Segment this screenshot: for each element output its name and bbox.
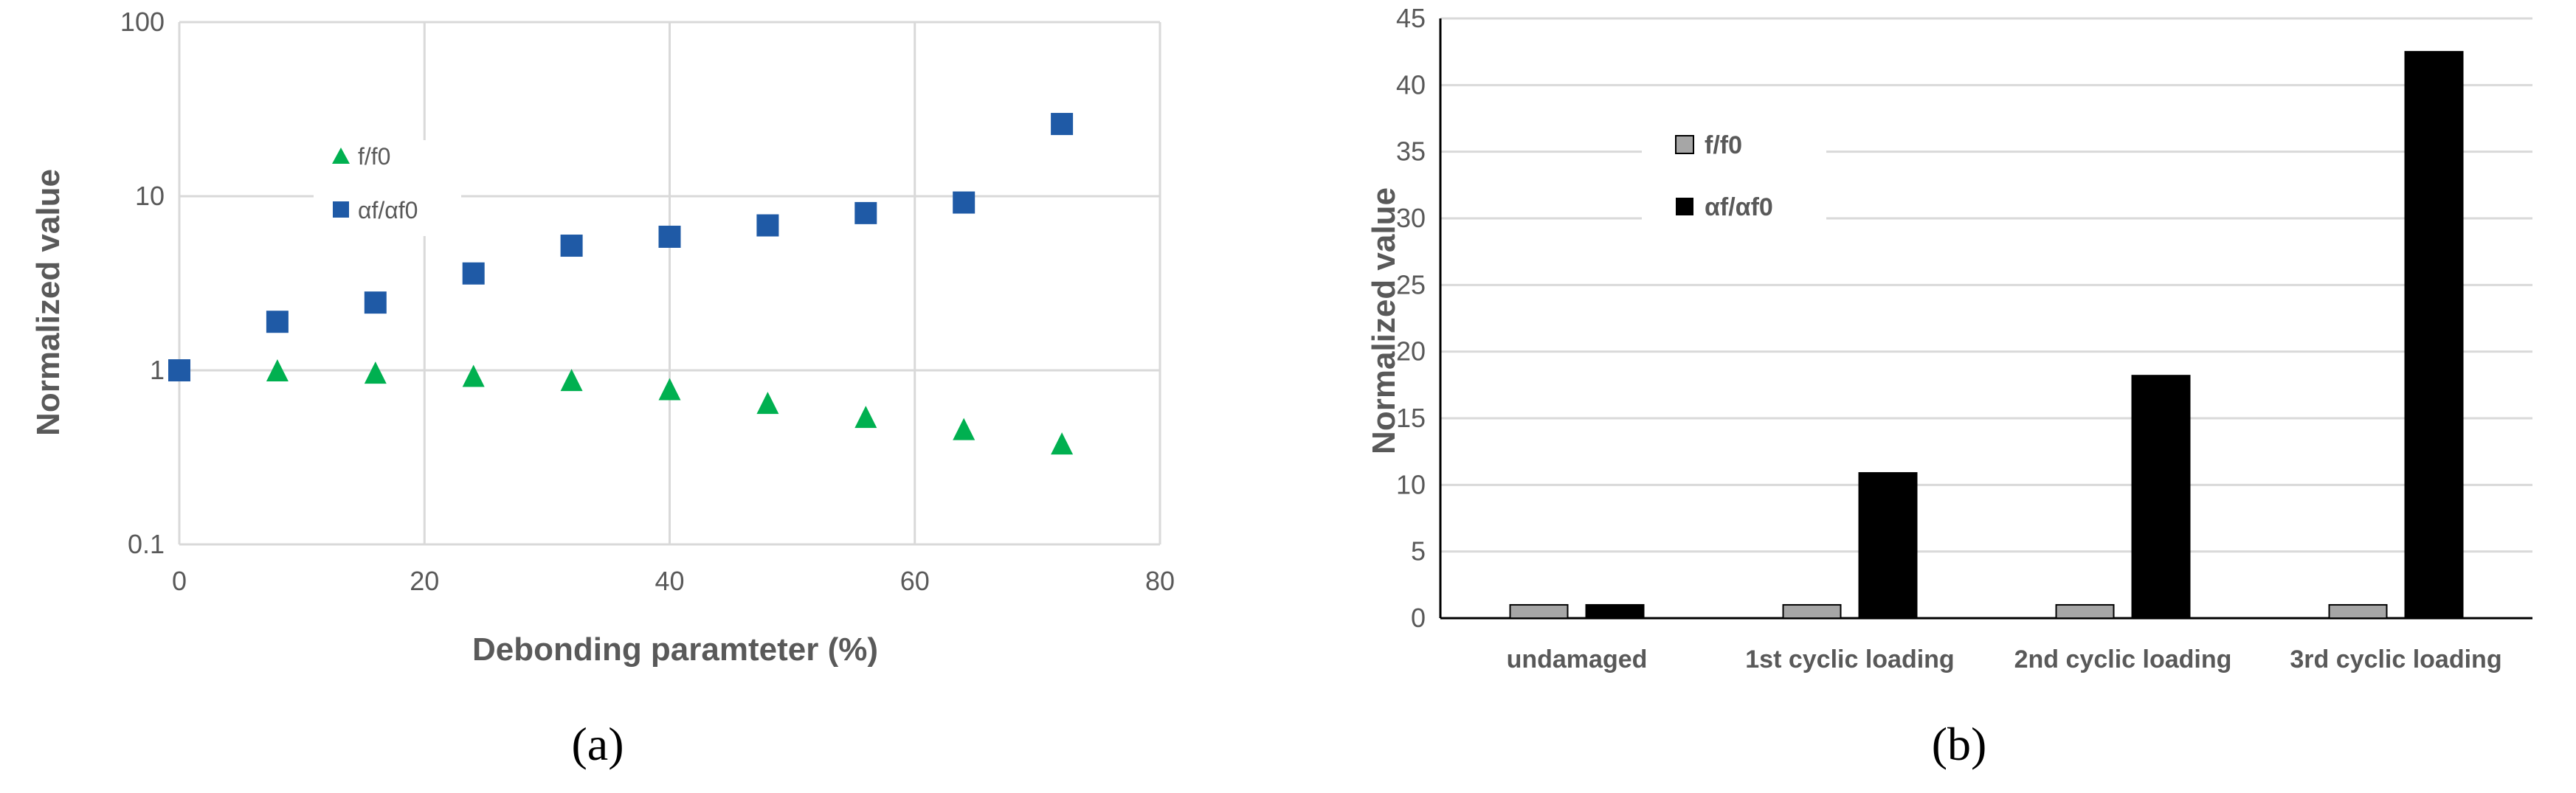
a-point-alpha-f-alpha-f0 bbox=[560, 235, 583, 257]
a-tick-labels: 0.1 1 10 100 0 20 40 60 80 bbox=[120, 7, 1175, 596]
a-point-alpha-f-alpha-f0 bbox=[953, 191, 976, 214]
a-panel-label: (a) bbox=[571, 718, 624, 770]
b-legend-background bbox=[1642, 118, 1826, 229]
b-legend-swatch-0 bbox=[1675, 135, 1694, 154]
b-bar-f-f0 bbox=[1782, 603, 1842, 620]
a-data-marks bbox=[168, 113, 1074, 455]
chart-b: 0 5 10 15 20 25 30 35 40 45 Normalized value unda… bbox=[1366, 3, 2532, 770]
a-y-tick-label: 100 bbox=[120, 7, 165, 37]
a-gridlines bbox=[178, 21, 1161, 546]
b-legend-label-0: f/f0 bbox=[1705, 131, 1742, 159]
b-legend: f/f0 αf/αf0 bbox=[1642, 118, 1826, 229]
b-bar-f-f0 bbox=[1509, 603, 1569, 620]
a-x-axis-title: Debonding paramteter (%) bbox=[472, 631, 878, 668]
b-bars bbox=[1509, 51, 2464, 620]
a-point-alpha-f-alpha-f0 bbox=[756, 214, 779, 237]
a-point-f-f0 bbox=[364, 361, 387, 384]
b-bar-alpha-f-alpha-f0 bbox=[2131, 375, 2191, 619]
a-point-alpha-f-alpha-f0 bbox=[1051, 113, 1074, 136]
a-point-alpha-f-alpha-f0 bbox=[854, 201, 877, 224]
a-y-tick-label: 10 bbox=[135, 181, 165, 211]
b-y-tick-label: 15 bbox=[1396, 403, 1426, 433]
a-point-f-f0 bbox=[658, 378, 681, 401]
b-legend-label-1: αf/αf0 bbox=[1705, 193, 1773, 221]
a-point-f-f0 bbox=[953, 418, 976, 440]
b-y-tick-label: 45 bbox=[1396, 3, 1426, 33]
b-category-label: undamaged bbox=[1507, 645, 1648, 673]
b-panel-label: (b) bbox=[1932, 718, 1987, 770]
b-gridlines bbox=[1439, 17, 2532, 620]
a-x-tick-label: 60 bbox=[900, 566, 930, 596]
a-point-alpha-f-alpha-f0 bbox=[658, 225, 681, 248]
a-legend-label-1: αf/αf0 bbox=[358, 197, 418, 224]
a-point-f-f0 bbox=[854, 406, 877, 429]
a-legend-label-0: f/f0 bbox=[358, 143, 390, 170]
b-bar-f-f0 bbox=[2328, 603, 2388, 620]
b-y-axis-title: Normalized value bbox=[1366, 187, 1402, 454]
a-point-f-f0 bbox=[266, 359, 289, 381]
chart-a: 0.1 1 10 100 0 20 40 60 80 Debonding paramteter … bbox=[30, 7, 1175, 770]
a-point-alpha-f-alpha-f0 bbox=[168, 359, 190, 381]
a-y-tick-label: 0.1 bbox=[128, 529, 165, 559]
a-point-alpha-f-alpha-f0 bbox=[364, 291, 387, 314]
b-bar-alpha-f-alpha-f0 bbox=[1858, 472, 1918, 619]
a-legend-marker-triangle bbox=[332, 148, 350, 164]
b-category-label: 3rd cyclic loading bbox=[2290, 645, 2501, 673]
a-point-f-f0 bbox=[1051, 432, 1074, 455]
b-bar-alpha-f-alpha-f0 bbox=[1585, 603, 1645, 620]
a-x-tick-label: 80 bbox=[1145, 566, 1175, 596]
a-x-tick-label: 40 bbox=[655, 566, 684, 596]
b-category-label: 1st cyclic loading bbox=[1745, 645, 1954, 673]
a-y-axis-title: Normalized value bbox=[30, 169, 66, 436]
b-y-tick-label: 25 bbox=[1396, 269, 1426, 299]
b-tick-labels: 0 5 10 15 20 25 30 35 40 45 bbox=[1396, 3, 1426, 633]
b-y-tick-label: 10 bbox=[1396, 469, 1426, 499]
a-legend: f/f0 αf/αf0 bbox=[314, 140, 461, 236]
a-point-alpha-f-alpha-f0 bbox=[462, 262, 485, 285]
a-x-tick-label: 20 bbox=[410, 566, 439, 596]
a-x-tick-label: 0 bbox=[172, 566, 187, 596]
a-legend-marker-square bbox=[333, 201, 349, 218]
b-category-label: 2nd cyclic loading bbox=[2014, 645, 2232, 673]
a-point-f-f0 bbox=[462, 364, 485, 387]
a-y-tick-label: 1 bbox=[150, 355, 165, 385]
a-point-f-f0 bbox=[756, 392, 779, 415]
b-y-tick-label: 30 bbox=[1396, 203, 1426, 233]
b-y-tick-label: 40 bbox=[1396, 69, 1426, 100]
b-bar-alpha-f-alpha-f0 bbox=[2404, 51, 2464, 619]
a-point-alpha-f-alpha-f0 bbox=[266, 311, 289, 333]
b-y-tick-label: 5 bbox=[1411, 536, 1426, 567]
b-y-tick-label: 20 bbox=[1396, 336, 1426, 367]
b-category-labels: undamaged 1st cyclic loading 2nd cyclic lo… bbox=[1507, 645, 2502, 673]
a-point-f-f0 bbox=[560, 369, 583, 392]
b-legend-swatch-1 bbox=[1676, 198, 1693, 215]
b-bar-f-f0 bbox=[2055, 603, 2115, 620]
b-y-tick-label: 35 bbox=[1396, 136, 1426, 167]
b-y-tick-label: 0 bbox=[1411, 603, 1426, 633]
